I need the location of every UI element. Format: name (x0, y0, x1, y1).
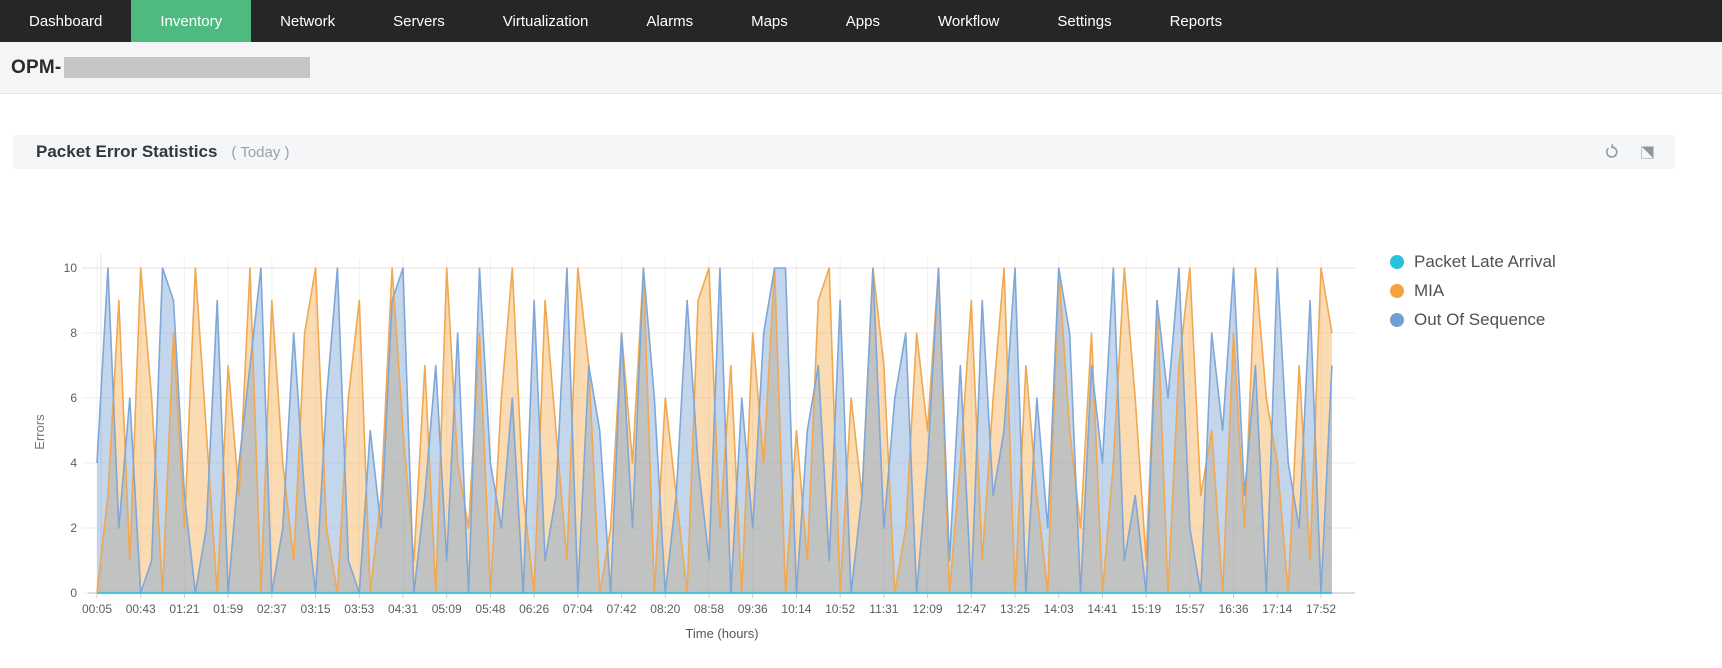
legend-dot-cyan (1390, 255, 1404, 269)
tab-dashboard[interactable]: Dashboard (29, 12, 103, 30)
chart-legend: Packet Late Arrival MIA Out Of Sequence (1390, 252, 1556, 339)
legend-label: MIA (1414, 281, 1445, 300)
device-name: OPM- (11, 56, 62, 78)
tab-reports[interactable]: Reports (1169, 12, 1223, 30)
svg-text:06:26: 06:26 (519, 602, 549, 616)
svg-text:Errors: Errors (32, 414, 47, 450)
svg-text:05:48: 05:48 (475, 602, 505, 616)
legend-label: Packet Late Arrival (1414, 252, 1556, 271)
packet-error-chart: 00:05 00:43 01:21 01:59 02:37 03:15 03:53 04:31… (32, 254, 1355, 641)
svg-text:4: 4 (70, 456, 77, 470)
svg-text:00:05: 00:05 (82, 602, 112, 616)
redacted-device-name (64, 57, 311, 78)
panel-period: ( Today ) (231, 143, 290, 161)
tab-settings[interactable]: Settings (1057, 12, 1112, 30)
svg-text:04:31: 04:31 (388, 602, 418, 616)
tab-inventory[interactable]: Inventory (131, 0, 252, 42)
chart-area: 00:05 00:43 01:21 01:59 02:37 03:15 03:53 04:31… (13, 240, 1675, 645)
tab-apps[interactable]: Apps (845, 12, 880, 30)
svg-text:03:15: 03:15 (301, 602, 331, 616)
refresh-icon[interactable] (1604, 144, 1620, 160)
panel-header: Packet Error Statistics ( Today ) (13, 135, 1675, 169)
svg-text:07:42: 07:42 (607, 602, 637, 616)
detach-icon[interactable] (1639, 144, 1655, 160)
svg-text:07:04: 07:04 (563, 602, 593, 616)
legend-item-out-of-sequence[interactable]: Out Of Sequence (1390, 310, 1556, 330)
legend-item-mia[interactable]: MIA (1390, 281, 1556, 301)
svg-text:17:52: 17:52 (1306, 602, 1336, 616)
svg-text:08:20: 08:20 (650, 602, 680, 616)
tab-maps[interactable]: Maps (751, 12, 788, 30)
tab-virtualization[interactable]: Virtualization (502, 12, 589, 30)
svg-text:Time (hours): Time (hours) (685, 626, 758, 641)
tab-workflow[interactable]: Workflow (937, 12, 1000, 30)
svg-text:15:57: 15:57 (1175, 602, 1205, 616)
svg-text:08:58: 08:58 (694, 602, 724, 616)
device-header: OPM- (0, 42, 1722, 94)
svg-text:14:41: 14:41 (1087, 602, 1117, 616)
tab-network[interactable]: Network (280, 12, 336, 30)
legend-label: Out Of Sequence (1414, 310, 1546, 329)
svg-text:01:59: 01:59 (213, 602, 243, 616)
svg-text:11:31: 11:31 (869, 602, 898, 616)
panel-title: Packet Error Statistics (36, 142, 218, 161)
legend-dot-blue (1390, 313, 1404, 327)
svg-text:09:36: 09:36 (738, 602, 768, 616)
svg-text:16:36: 16:36 (1219, 602, 1249, 616)
svg-text:02:37: 02:37 (257, 602, 287, 616)
legend-dot-orange (1390, 284, 1404, 298)
svg-text:12:09: 12:09 (913, 602, 943, 616)
svg-text:17:14: 17:14 (1262, 602, 1292, 616)
svg-text:15:19: 15:19 (1131, 602, 1161, 616)
svg-text:0: 0 (70, 586, 77, 600)
svg-text:01:21: 01:21 (169, 602, 199, 616)
top-nav: Dashboard Inventory Network Servers Virt… (0, 0, 1722, 42)
svg-text:05:09: 05:09 (432, 602, 462, 616)
tab-alarms[interactable]: Alarms (646, 12, 694, 30)
svg-text:6: 6 (70, 391, 77, 405)
svg-text:10:52: 10:52 (825, 602, 855, 616)
packet-error-statistics-panel: Packet Error Statistics ( Today ) 00:05 0… (13, 135, 1675, 645)
svg-text:8: 8 (70, 326, 77, 340)
svg-text:12:47: 12:47 (956, 602, 986, 616)
legend-item-packet-late-arrival[interactable]: Packet Late Arrival (1390, 252, 1556, 272)
svg-text:2: 2 (70, 521, 77, 535)
tab-servers[interactable]: Servers (393, 12, 445, 30)
svg-text:03:53: 03:53 (344, 602, 374, 616)
svg-text:10: 10 (64, 261, 78, 275)
panel-actions (1604, 144, 1655, 160)
svg-text:14:03: 14:03 (1044, 602, 1074, 616)
svg-text:10:14: 10:14 (781, 602, 811, 616)
svg-text:00:43: 00:43 (126, 602, 156, 616)
svg-text:13:25: 13:25 (1000, 602, 1030, 616)
